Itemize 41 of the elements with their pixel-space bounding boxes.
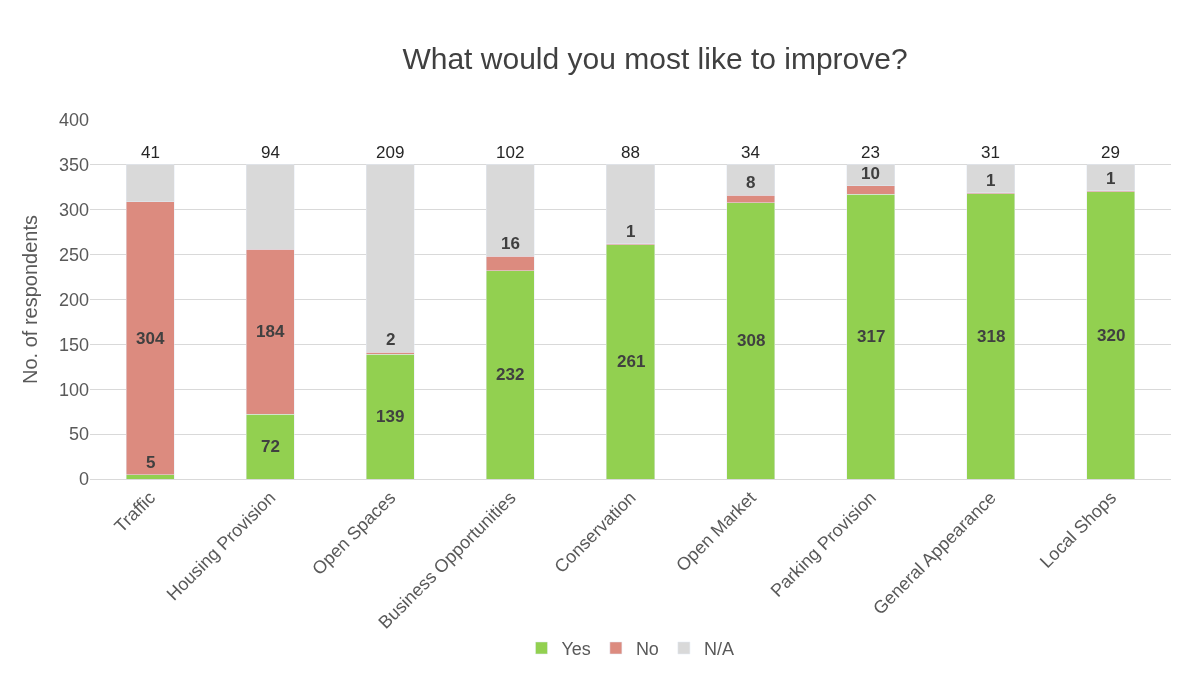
data-label: 308 (737, 331, 766, 350)
data-label: 320 (1097, 326, 1126, 345)
data-label: 317 (857, 327, 886, 346)
data-label: 29 (1101, 143, 1120, 162)
data-label: 72 (261, 437, 280, 456)
data-label: 304 (136, 329, 165, 348)
y-tick-label: 150 (58, 334, 89, 355)
y-tick-label: 300 (58, 200, 89, 221)
y-tick-label: 250 (58, 244, 89, 265)
data-label: 23 (861, 143, 880, 162)
data-label: 34 (741, 143, 760, 162)
y-tick-label: 50 (68, 424, 89, 445)
y-tick-label: 100 (58, 379, 89, 400)
data-label: 1 (986, 171, 996, 190)
data-label: 16 (501, 234, 520, 253)
y-tick-label: 0 (78, 469, 89, 490)
legend-label: No (635, 639, 659, 659)
data-label: 2 (386, 330, 396, 349)
y-tick-label: 400 (58, 110, 89, 131)
legend-label: N/A (703, 639, 734, 659)
data-label: 41 (141, 143, 160, 162)
y-tick-label: 200 (58, 289, 89, 310)
data-label: 8 (746, 173, 756, 192)
data-label: 102 (496, 143, 525, 162)
data-label: 94 (261, 143, 280, 162)
y-tick-label: 350 (58, 155, 89, 176)
legend-label: Yes (561, 639, 591, 659)
data-label: 139 (376, 407, 405, 426)
data-label: 1 (1106, 169, 1116, 188)
data-label: 184 (256, 322, 285, 341)
data-label: 5 (146, 453, 156, 472)
y-axis-title: No. of respondents (19, 215, 42, 384)
data-label: 209 (376, 143, 405, 162)
data-label: 232 (496, 365, 525, 384)
data-label: 88 (621, 143, 640, 162)
data-label: 318 (977, 327, 1006, 346)
data-label: 31 (981, 143, 1000, 162)
data-label: 261 (617, 352, 646, 371)
chart-title: What would you most like to improve? (402, 41, 908, 75)
data-label: 10 (861, 164, 880, 183)
data-label: 1 (626, 222, 636, 241)
